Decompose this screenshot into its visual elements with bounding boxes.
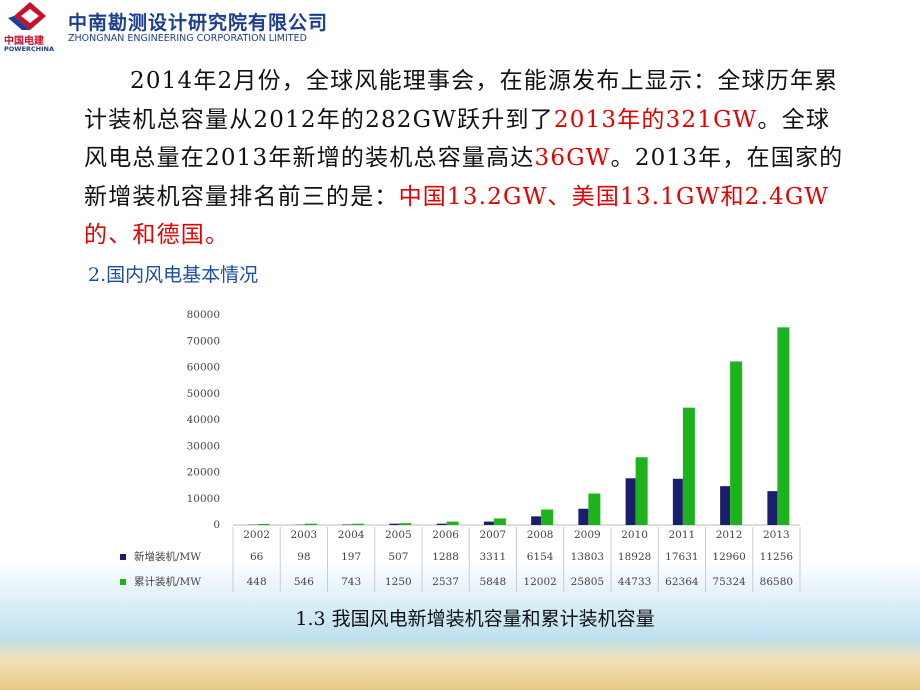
table-cell: 1250 (385, 576, 412, 588)
bar (682, 407, 695, 525)
x-tick-label: 2004 (338, 529, 365, 541)
x-tick-label: 2010 (621, 529, 648, 541)
y-tick-label: 30000 (187, 440, 220, 452)
table-cell: 1288 (432, 551, 459, 563)
table-cell: 13803 (571, 551, 604, 563)
bar (730, 361, 743, 525)
table-cell: 86580 (760, 576, 793, 588)
bar (672, 478, 683, 525)
y-tick-label: 70000 (187, 335, 220, 347)
table-cell: 6154 (527, 551, 554, 563)
bar (720, 486, 731, 525)
x-tick-label: 2012 (716, 529, 743, 541)
brand: 中国电建 (4, 36, 44, 47)
legend-label: 新增装机/MW (134, 550, 201, 563)
legend-swatch (120, 554, 126, 560)
text-segment: 36GW (534, 145, 611, 171)
table-cell: 66 (250, 551, 264, 563)
table-cell: 62364 (665, 576, 699, 588)
bar (257, 523, 270, 525)
text-segment: 2014年2月份，全球风能理事会，在能源发布上显示：全球历年累计装机总容量从20… (84, 68, 839, 133)
y-tick-label: 80000 (187, 309, 220, 321)
table-cell: 3311 (480, 551, 507, 563)
bar (399, 523, 412, 525)
company-name-en: ZHONGNAN ENGINEERING CORPORATION LIMITED (68, 33, 307, 44)
x-tick-label: 2006 (432, 529, 459, 541)
bar (389, 523, 400, 525)
text-segment: 中国13.2GW、美国13.1GW和2.4GW的、和德国。 (84, 183, 830, 249)
x-tick-label: 2002 (243, 529, 270, 541)
bar (777, 327, 790, 525)
x-tick-label: 2005 (385, 529, 412, 541)
logo-shape (8, 16, 30, 30)
table-cell: 11256 (760, 551, 794, 563)
y-tick-label: 60000 (187, 362, 220, 374)
bar (436, 523, 447, 525)
bar (578, 508, 589, 525)
section-heading: 2.国内风电基本情况 (88, 264, 259, 286)
bar (493, 518, 506, 525)
y-tick-label: 10000 (187, 493, 220, 505)
bar (635, 457, 648, 525)
bar (352, 523, 365, 525)
table-cell: 743 (341, 576, 361, 588)
table-cell: 25805 (571, 576, 604, 588)
company-name: 中南勘测设计研究院有限公司 (68, 12, 329, 34)
table-cell: 75324 (712, 576, 746, 588)
bar (625, 478, 636, 525)
table-cell: 2537 (432, 576, 459, 588)
x-tick-label: 2011 (669, 529, 696, 541)
x-tick-label: 2003 (291, 529, 318, 541)
bar (304, 523, 317, 525)
bar (483, 521, 494, 525)
paragraph: 2014年2月份，全球风能理事会，在能源发布上显示：全球历年累计装机总容量从20… (84, 62, 846, 255)
table-cell: 12960 (712, 551, 745, 563)
chart-caption: 1.3 我国风电新增装机容量和累计装机容量 (295, 608, 655, 630)
brand-en: POWERCHINA (4, 45, 55, 53)
x-tick-label: 2008 (527, 529, 554, 541)
x-tick-label: 2009 (574, 529, 601, 541)
table-cell: 18928 (618, 551, 651, 563)
bar (342, 524, 353, 525)
x-tick-label: 2013 (763, 529, 790, 541)
bar (531, 516, 542, 525)
x-tick-label: 2007 (480, 529, 507, 541)
text-segment: 。全球风电总量在2013年新增的装机总容量高达 (84, 106, 831, 172)
table-cell: 44733 (618, 576, 651, 588)
table-cell: 98 (297, 551, 310, 563)
table-cell: 17631 (665, 551, 698, 563)
text-segment: 。2013年，在国家的新增装机容量排名前三的是： (84, 145, 844, 210)
legend-swatch (120, 579, 126, 585)
background-decoration (0, 560, 920, 690)
bar (767, 491, 778, 525)
table-cell: 5848 (480, 576, 507, 588)
y-tick-label: 40000 (187, 414, 220, 426)
bar (541, 509, 554, 525)
logo-shape (21, 9, 39, 23)
table-cell: 507 (388, 551, 408, 563)
bar (446, 521, 459, 525)
table-cell: 546 (294, 576, 314, 588)
table-cell: 12002 (523, 576, 556, 588)
legend-label: 累计装机/MW (134, 575, 201, 588)
table-cell: 448 (247, 576, 267, 588)
y-tick-label: 0 (213, 519, 220, 531)
text-segment: 2013年的321GW (553, 106, 758, 133)
bar (588, 493, 601, 525)
table-cell: 197 (341, 551, 361, 563)
y-tick-label: 20000 (187, 467, 220, 479)
y-tick-label: 50000 (187, 388, 220, 400)
logo (8, 2, 46, 30)
